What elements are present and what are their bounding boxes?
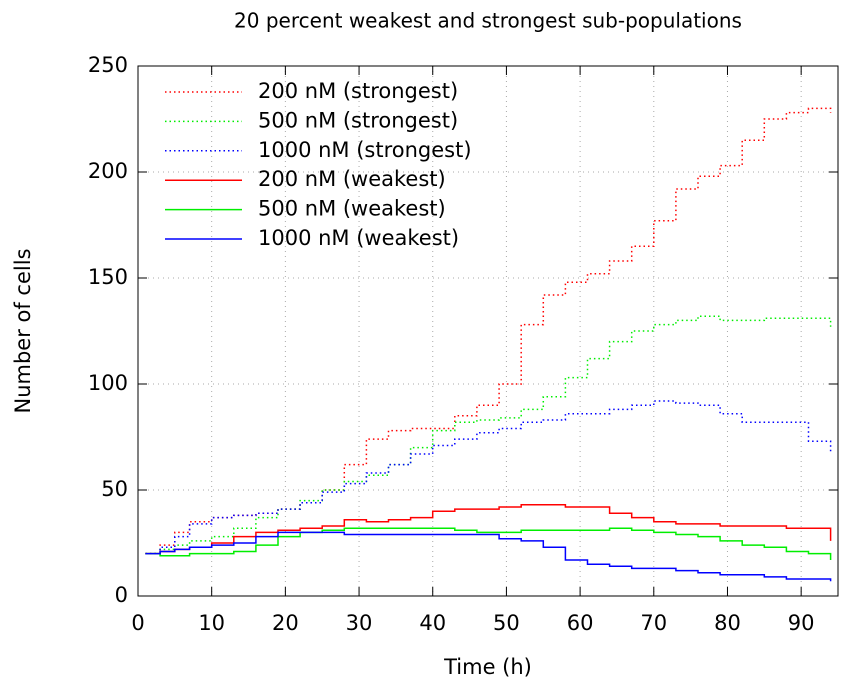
data-line <box>145 400 832 555</box>
y-axis-label: Number of cells <box>11 248 35 413</box>
y-tick-label: 0 <box>115 583 128 607</box>
data-line <box>145 315 832 555</box>
y-tick-label: 200 <box>88 159 128 183</box>
x-tick-label: 20 <box>272 611 299 635</box>
legend-label: 500 nM (weakest) <box>258 197 446 221</box>
data-line <box>145 531 832 582</box>
x-tick-label: 10 <box>198 611 225 635</box>
x-tick-label: 80 <box>714 611 741 635</box>
chart-title: 20 percent weakest and strongest sub-pop… <box>234 9 742 33</box>
legend-label: 200 nM (weakest) <box>258 167 446 191</box>
y-tick-label: 100 <box>88 371 128 395</box>
legend-label: 200 nM (strongest) <box>258 79 458 103</box>
data-line <box>145 504 832 555</box>
x-tick-label: 0 <box>131 611 144 635</box>
y-tick-label: 50 <box>101 477 128 501</box>
data-line <box>145 107 832 555</box>
x-tick-label: 40 <box>419 611 446 635</box>
x-tick-label: 90 <box>788 611 815 635</box>
x-tick-label: 30 <box>346 611 373 635</box>
x-axis-label: Time (h) <box>443 655 532 679</box>
y-tick-label: 250 <box>88 53 128 77</box>
data-line <box>145 527 832 560</box>
x-tick-label: 50 <box>493 611 520 635</box>
legend-label: 500 nM (strongest) <box>258 108 458 132</box>
x-tick-label: 60 <box>567 611 594 635</box>
legend-label: 1000 nM (weakest) <box>258 226 459 250</box>
plot-frame <box>137 65 839 597</box>
y-tick-label: 150 <box>88 265 128 289</box>
x-tick-label: 70 <box>640 611 667 635</box>
legend-label: 1000 nM (strongest) <box>258 138 472 162</box>
